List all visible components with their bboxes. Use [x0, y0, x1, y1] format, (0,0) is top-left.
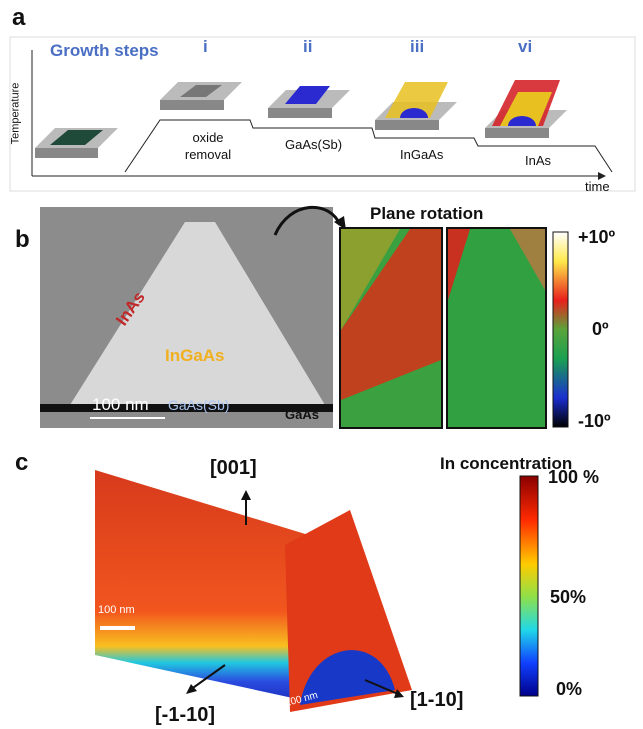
colorbar-label: -10º — [578, 412, 611, 430]
scale-label: 100 nm — [92, 396, 149, 413]
scale-label: 100 nm — [98, 605, 135, 616]
panel-title: Growth steps — [50, 42, 159, 59]
colorbar-label: 100 % — [548, 468, 599, 486]
colorbar-label: 50% — [550, 588, 586, 606]
stage-label: InGaAs — [400, 148, 443, 161]
colorbar — [553, 232, 568, 427]
step-label: ii — [303, 38, 312, 55]
axis-title: Temperature — [10, 83, 21, 145]
direction-label: [-1-10] — [155, 705, 215, 725]
direction-label: [001] — [210, 458, 257, 478]
stage-label: GaAs(Sb) — [285, 138, 342, 151]
stage-label: InAs — [525, 154, 551, 167]
direction-label: [1-10] — [410, 690, 463, 710]
panel-label: b — [15, 228, 30, 252]
step-label: vi — [518, 38, 532, 55]
arrow — [241, 490, 251, 500]
stage-label: oxide removal — [178, 130, 238, 164]
panel-title: Plane rotation — [370, 205, 483, 222]
colorbar-label: 0% — [556, 680, 582, 698]
image-label: GaAs — [285, 408, 319, 421]
axis-title: time — [585, 180, 610, 193]
colorbar — [520, 476, 538, 696]
step-label: i — [203, 38, 208, 55]
figure-art — [0, 0, 643, 729]
image-label: InGaAs — [165, 347, 225, 364]
colorbar-label: +10º — [578, 228, 615, 246]
step-label: iii — [410, 38, 424, 55]
image-label: GaAs(Sb) — [168, 398, 229, 412]
colorbar-label: 0º — [592, 320, 609, 338]
panel-label: c — [15, 451, 28, 475]
figure: a Growth steps i ii iii vi Temperature t… — [0, 0, 643, 729]
panel-label: a — [12, 6, 25, 30]
